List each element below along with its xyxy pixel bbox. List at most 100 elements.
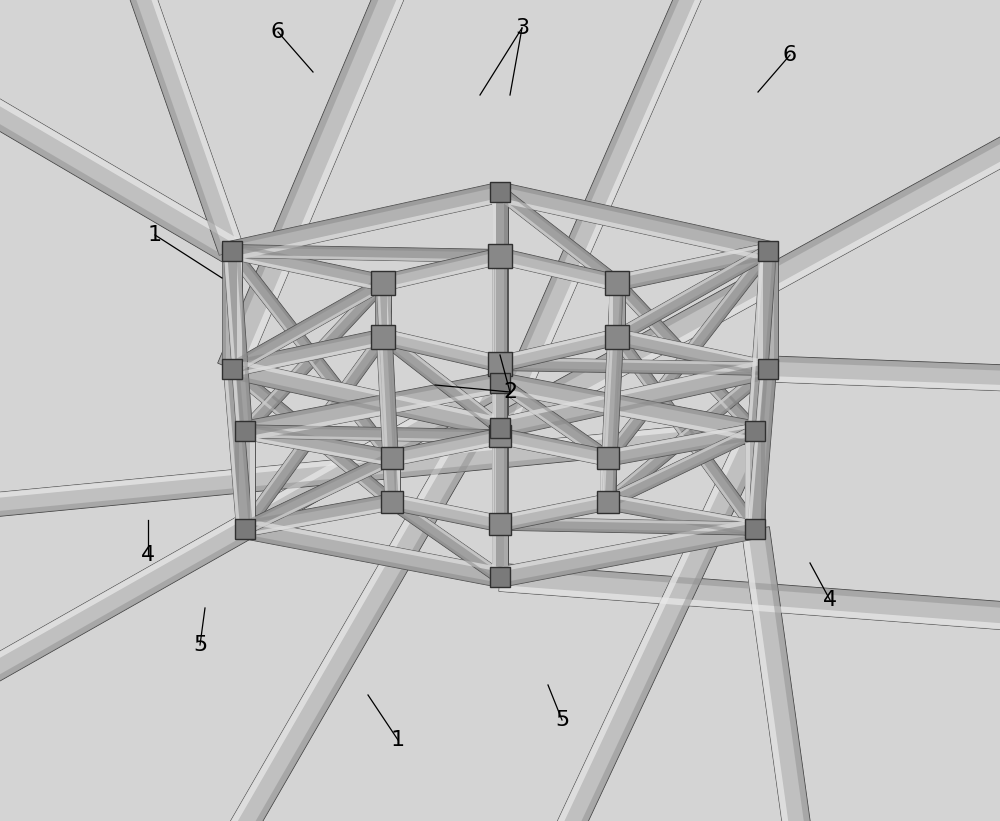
Polygon shape [229, 359, 502, 438]
Bar [488, 244, 512, 268]
Polygon shape [218, 376, 493, 821]
Polygon shape [384, 260, 502, 291]
Polygon shape [609, 283, 625, 337]
Polygon shape [118, 0, 244, 255]
Polygon shape [387, 337, 398, 502]
Polygon shape [375, 283, 379, 337]
Text: 6: 6 [783, 45, 797, 65]
Polygon shape [498, 359, 767, 423]
Bar [597, 491, 619, 513]
Text: 1: 1 [148, 225, 162, 245]
Polygon shape [498, 494, 610, 531]
Polygon shape [239, 333, 388, 533]
Polygon shape [496, 195, 615, 288]
Bar [489, 513, 511, 534]
Polygon shape [504, 192, 508, 256]
Polygon shape [0, 371, 496, 694]
Polygon shape [239, 0, 414, 374]
Polygon shape [602, 282, 623, 458]
Polygon shape [498, 329, 619, 372]
Polygon shape [232, 342, 385, 377]
Polygon shape [614, 245, 772, 342]
Polygon shape [381, 342, 499, 372]
Polygon shape [758, 251, 763, 369]
Polygon shape [240, 278, 380, 429]
Polygon shape [610, 434, 758, 507]
Polygon shape [611, 254, 774, 462]
Polygon shape [615, 243, 768, 278]
Polygon shape [0, 371, 506, 711]
Polygon shape [218, 0, 414, 374]
Polygon shape [600, 458, 616, 502]
Polygon shape [0, 68, 239, 245]
Polygon shape [604, 364, 766, 499]
Polygon shape [500, 368, 768, 375]
Polygon shape [504, 524, 508, 577]
Polygon shape [498, 519, 757, 587]
Polygon shape [498, 329, 616, 360]
Polygon shape [758, 251, 778, 369]
Polygon shape [504, 192, 507, 436]
Polygon shape [761, 431, 765, 529]
Polygon shape [498, 248, 619, 291]
Polygon shape [612, 339, 753, 533]
Polygon shape [496, 386, 606, 464]
Polygon shape [245, 424, 500, 433]
Bar [381, 447, 403, 469]
Bar [488, 352, 512, 376]
Polygon shape [501, 534, 757, 587]
Polygon shape [243, 436, 391, 466]
Polygon shape [0, 87, 228, 264]
Polygon shape [381, 248, 499, 278]
Polygon shape [388, 497, 504, 583]
Bar [758, 359, 778, 379]
Polygon shape [224, 369, 240, 530]
Bar [235, 519, 255, 539]
Polygon shape [226, 254, 389, 462]
Polygon shape [609, 436, 757, 466]
Polygon shape [611, 372, 773, 507]
Polygon shape [381, 248, 502, 291]
Polygon shape [240, 278, 388, 436]
Polygon shape [496, 187, 621, 288]
Polygon shape [385, 332, 504, 425]
Polygon shape [488, 0, 693, 425]
Polygon shape [600, 458, 604, 502]
Polygon shape [377, 283, 388, 458]
Polygon shape [537, 425, 749, 821]
Polygon shape [492, 364, 508, 428]
Polygon shape [498, 182, 771, 261]
Polygon shape [607, 494, 757, 537]
Polygon shape [242, 452, 390, 525]
Polygon shape [247, 286, 388, 436]
Polygon shape [504, 256, 507, 436]
Polygon shape [498, 388, 754, 441]
Polygon shape [615, 342, 768, 377]
Polygon shape [492, 428, 508, 577]
Polygon shape [614, 245, 767, 334]
Polygon shape [493, 192, 496, 436]
Polygon shape [620, 278, 760, 429]
Polygon shape [498, 494, 607, 520]
Polygon shape [763, 527, 814, 821]
Text: 4: 4 [823, 590, 837, 610]
Polygon shape [226, 247, 397, 462]
Polygon shape [243, 519, 502, 587]
Polygon shape [504, 364, 507, 577]
Polygon shape [612, 283, 623, 458]
Polygon shape [246, 519, 502, 572]
Polygon shape [494, 256, 496, 436]
Polygon shape [243, 373, 502, 441]
Polygon shape [768, 356, 1000, 393]
Polygon shape [393, 441, 502, 466]
Polygon shape [390, 494, 502, 531]
Polygon shape [224, 250, 253, 432]
Polygon shape [498, 260, 616, 291]
Polygon shape [496, 378, 612, 464]
Polygon shape [492, 192, 496, 256]
Polygon shape [492, 364, 496, 428]
Bar [597, 447, 619, 469]
Polygon shape [492, 524, 508, 577]
Polygon shape [500, 357, 769, 365]
Polygon shape [229, 182, 499, 245]
